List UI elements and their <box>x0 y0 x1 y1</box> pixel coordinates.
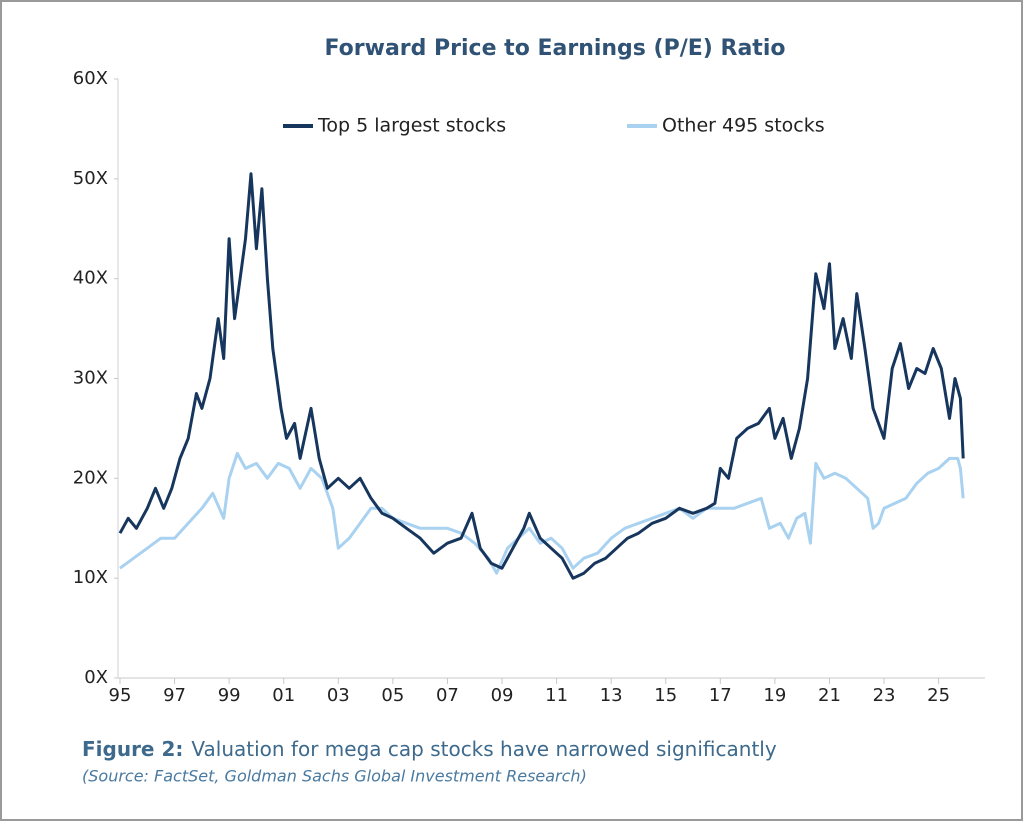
figure-label: Figure 2: <box>82 737 183 761</box>
y-tick-label: 50X <box>73 168 108 189</box>
y-tick-label: 40X <box>73 268 108 289</box>
x-tick-label: 01 <box>272 685 295 706</box>
y-tick-label: 0X <box>84 667 108 688</box>
y-tick-label: 10X <box>73 567 108 588</box>
x-tick-label: 03 <box>327 685 350 706</box>
chart-title: Forward Price to Earnings (P/E) Ratio <box>325 36 786 61</box>
x-tick-label: 13 <box>600 685 623 706</box>
y-tick-label: 60X <box>73 68 108 89</box>
legend-label: Other 495 stocks <box>662 115 825 137</box>
x-tick-label: 05 <box>381 685 404 706</box>
caption-text: Valuation for mega cap stocks have narro… <box>191 737 776 761</box>
legend-label: Top 5 largest stocks <box>317 115 506 137</box>
x-tick-label: 11 <box>545 685 568 706</box>
source: (Source: FactSet, Goldman Sachs Global I… <box>82 767 587 786</box>
x-tick-label: 07 <box>436 685 459 706</box>
x-tick-label: 95 <box>109 685 132 706</box>
y-tick-label: 20X <box>73 467 108 488</box>
x-tick-label: 17 <box>709 685 732 706</box>
x-tick-label: 19 <box>763 685 786 706</box>
x-tick-label: 25 <box>927 685 950 706</box>
x-tick-label: 23 <box>873 685 896 706</box>
caption: Figure 2: Valuation for mega cap stocks h… <box>82 737 777 761</box>
x-tick-label: 15 <box>654 685 677 706</box>
series-line <box>119 451 965 575</box>
series-line <box>118 172 965 580</box>
x-tick-label: 21 <box>818 685 841 706</box>
x-tick-label: 09 <box>491 685 514 706</box>
x-tick-label: 97 <box>163 685 186 706</box>
y-tick-label: 30X <box>73 368 108 389</box>
x-tick-label: 99 <box>218 685 241 706</box>
